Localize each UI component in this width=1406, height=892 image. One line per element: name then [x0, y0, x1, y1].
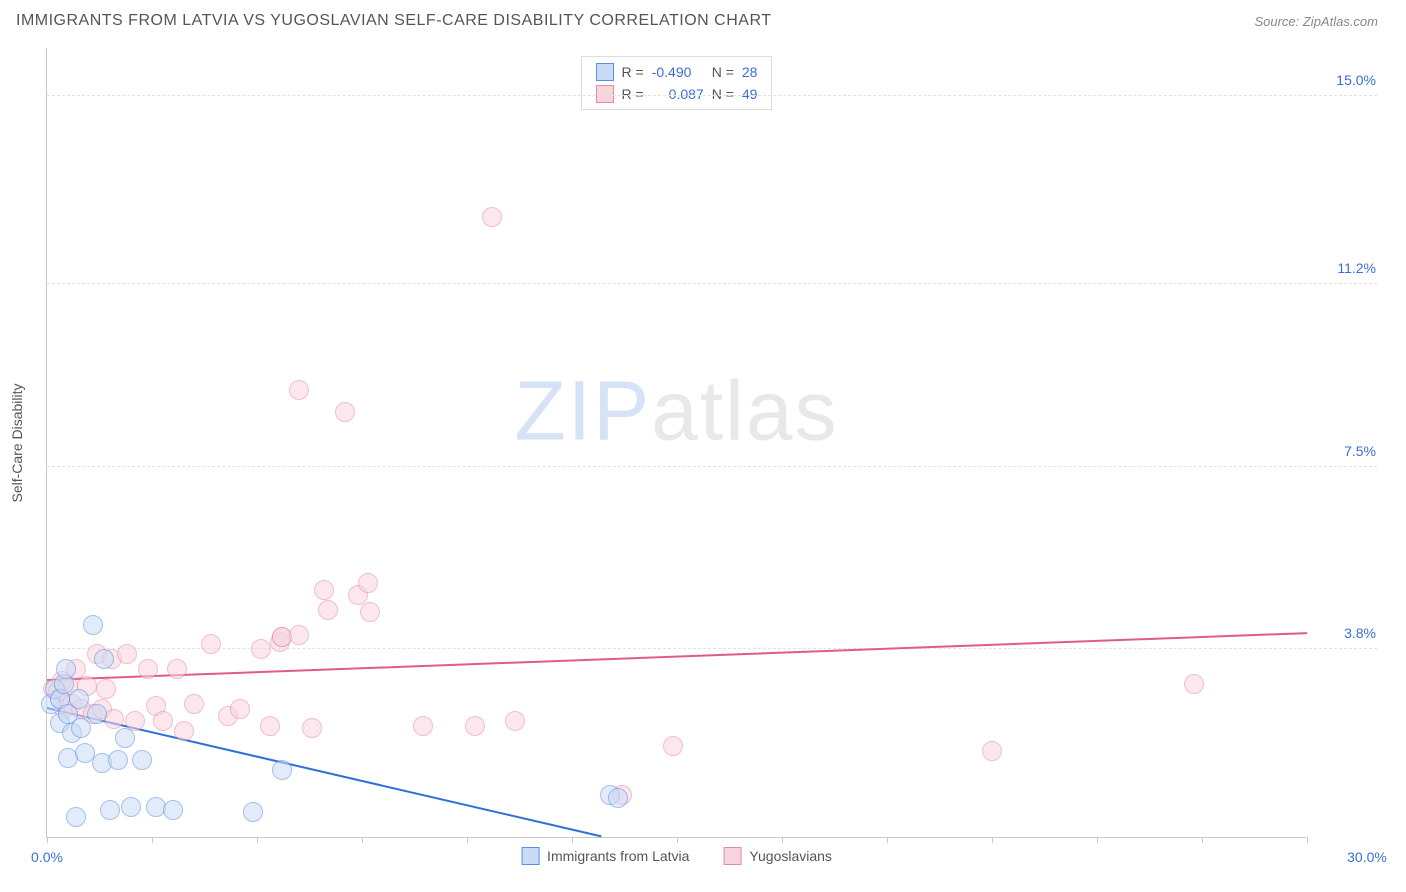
- data-point: [358, 573, 378, 593]
- watermark-zip: ZIP: [514, 363, 651, 457]
- n-label: N =: [712, 86, 734, 102]
- swatch-latvia: [596, 63, 614, 81]
- data-point: [230, 699, 250, 719]
- series-legend: Immigrants from Latvia Yugoslavians: [521, 847, 832, 865]
- n-value-yugoslavia: 49: [742, 86, 758, 102]
- data-point: [174, 721, 194, 741]
- data-point: [272, 760, 292, 780]
- x-tick: [572, 837, 573, 843]
- data-point: [153, 711, 173, 731]
- legend-item-yugoslavia: Yugoslavians: [723, 847, 832, 865]
- data-point: [83, 615, 103, 635]
- data-point: [115, 728, 135, 748]
- legend-item-latvia: Immigrants from Latvia: [521, 847, 689, 865]
- data-point: [201, 634, 221, 654]
- data-point: [94, 649, 114, 669]
- swatch-yugoslavia: [596, 85, 614, 103]
- r-value-latvia: -0.490: [652, 64, 704, 80]
- data-point: [56, 659, 76, 679]
- data-point: [1184, 674, 1204, 694]
- watermark: ZIPatlas: [514, 362, 838, 459]
- x-tick: [1097, 837, 1098, 843]
- legend-label-yugoslavia: Yugoslavians: [749, 848, 832, 864]
- data-point: [138, 659, 158, 679]
- source-prefix: Source:: [1254, 14, 1302, 29]
- y-tick-label: 7.5%: [1344, 443, 1376, 459]
- r-label: R =: [622, 64, 644, 80]
- data-point: [663, 736, 683, 756]
- legend-row-yugoslavia: R = 0.087 N = 49: [596, 85, 758, 103]
- data-point: [71, 718, 91, 738]
- chart-title: IMMIGRANTS FROM LATVIA VS YUGOSLAVIAN SE…: [16, 12, 771, 30]
- n-value-latvia: 28: [742, 64, 758, 80]
- gridline: [47, 283, 1377, 284]
- y-tick-label: 15.0%: [1336, 72, 1376, 88]
- r-value-yugoslavia: 0.087: [652, 86, 704, 102]
- data-point: [132, 750, 152, 770]
- gridline: [47, 648, 1377, 649]
- data-point: [121, 797, 141, 817]
- data-point: [482, 207, 502, 227]
- data-point: [184, 694, 204, 714]
- x-tick: [887, 837, 888, 843]
- data-point: [100, 800, 120, 820]
- r-label: R =: [622, 86, 644, 102]
- data-point: [982, 741, 1002, 761]
- header: IMMIGRANTS FROM LATVIA VS YUGOSLAVIAN SE…: [0, 0, 1406, 38]
- trend-line: [47, 633, 1307, 682]
- watermark-atlas: atlas: [651, 363, 838, 457]
- x-tick-label: 0.0%: [31, 849, 63, 865]
- data-point: [96, 679, 116, 699]
- x-tick: [47, 837, 48, 843]
- n-label: N =: [712, 64, 734, 80]
- x-tick: [1307, 837, 1308, 843]
- data-point: [289, 625, 309, 645]
- data-point: [314, 580, 334, 600]
- data-point: [260, 716, 280, 736]
- legend-label-latvia: Immigrants from Latvia: [547, 848, 689, 864]
- chart-area: ZIPatlas Self-Care Disability R = -0.490…: [46, 48, 1378, 838]
- correlation-legend: R = -0.490 N = 28 R = 0.087 N = 49: [581, 56, 773, 110]
- y-axis-label: Self-Care Disability: [9, 383, 25, 502]
- data-point: [163, 800, 183, 820]
- data-point: [66, 807, 86, 827]
- x-tick: [1202, 837, 1203, 843]
- data-point: [167, 659, 187, 679]
- data-point: [108, 750, 128, 770]
- x-tick: [257, 837, 258, 843]
- source-attribution: Source: ZipAtlas.com: [1254, 14, 1378, 29]
- data-point: [608, 788, 628, 808]
- data-point: [243, 802, 263, 822]
- data-point: [251, 639, 271, 659]
- data-point: [289, 380, 309, 400]
- data-point: [505, 711, 525, 731]
- data-point: [318, 600, 338, 620]
- x-tick: [362, 837, 363, 843]
- x-tick: [152, 837, 153, 843]
- data-point: [413, 716, 433, 736]
- data-point: [465, 716, 485, 736]
- data-point: [302, 718, 322, 738]
- data-point: [69, 689, 89, 709]
- data-point: [360, 602, 380, 622]
- swatch-latvia: [521, 847, 539, 865]
- y-tick-label: 11.2%: [1337, 260, 1376, 276]
- plot-area: ZIPatlas Self-Care Disability R = -0.490…: [46, 48, 1306, 838]
- data-point: [87, 704, 107, 724]
- x-tick: [467, 837, 468, 843]
- x-tick: [677, 837, 678, 843]
- gridline: [47, 466, 1377, 467]
- data-point: [335, 402, 355, 422]
- swatch-yugoslavia: [723, 847, 741, 865]
- x-tick: [782, 837, 783, 843]
- data-point: [117, 644, 137, 664]
- source-name: ZipAtlas.com: [1303, 14, 1378, 29]
- x-tick-label: 30.0%: [1347, 849, 1387, 865]
- legend-row-latvia: R = -0.490 N = 28: [596, 63, 758, 81]
- x-tick: [992, 837, 993, 843]
- gridline: [47, 95, 1377, 96]
- y-tick-label: 3.8%: [1344, 625, 1376, 641]
